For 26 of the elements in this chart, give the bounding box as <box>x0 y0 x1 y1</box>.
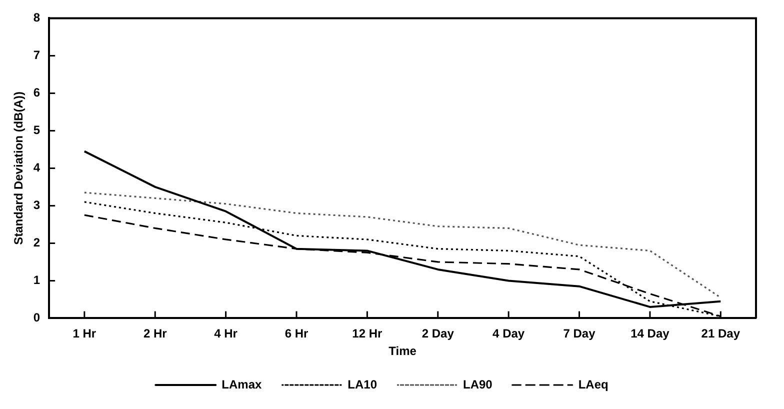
x-tick-label: 12 Hr <box>352 326 383 341</box>
y-tick-label: 0 <box>33 310 40 325</box>
x-tick-label: 1 Hr <box>72 326 96 341</box>
x-tick-label: 4 Hr <box>214 326 238 341</box>
x-tick-label: 14 Day <box>630 326 670 341</box>
x-tick-label: 2 Hr <box>143 326 168 341</box>
y-tick-label: 5 <box>33 123 40 138</box>
x-tick-label: 7 Day <box>563 326 596 341</box>
y-tick-label: 3 <box>33 198 40 212</box>
x-axis-title: Time <box>388 344 417 358</box>
line-series <box>84 192 722 298</box>
y-tick-label: 4 <box>33 160 40 175</box>
y-tick-label: 7 <box>33 48 40 62</box>
x-tick-label: 6 Hr <box>284 326 308 341</box>
legend-label: LAeq <box>578 377 608 392</box>
legend-label: LA90 <box>463 377 493 392</box>
y-tick-label: 1 <box>33 273 40 288</box>
x-tick-label: 21 Day <box>701 326 740 341</box>
legend-label: LA10 <box>348 377 378 392</box>
y-tick-label: 8 <box>33 10 40 25</box>
y-axis-title: Standard Deviation (dB(A)) <box>12 92 26 245</box>
x-tick-label: 2 Day <box>422 326 454 341</box>
y-tick-label: 6 <box>33 86 40 100</box>
y-tick-label: 2 <box>33 236 40 250</box>
legend-label: LAmax <box>222 377 262 392</box>
x-tick-label: 4 Day <box>492 326 525 341</box>
